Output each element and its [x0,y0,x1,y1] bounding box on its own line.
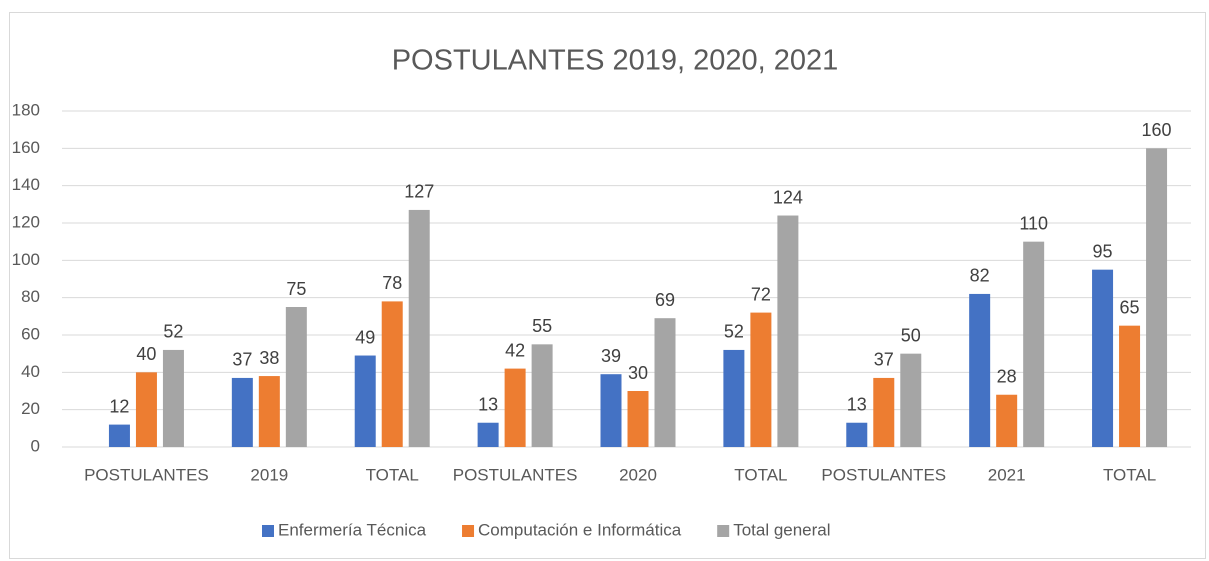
x-tick-label: TOTAL [1103,465,1156,484]
y-tick-label: 180 [12,100,40,119]
bar [408,209,430,447]
bar [531,344,553,447]
bar [750,312,772,447]
bar [900,353,922,447]
value-label: 72 [751,284,771,304]
x-tick-label: TOTAL [734,465,787,484]
value-label: 37 [232,350,252,370]
value-label: 49 [355,327,375,347]
bar [135,372,157,447]
y-tick-label: 60 [21,324,40,343]
chart-title: POSTULANTES 2019, 2020, 2021 [392,45,839,77]
value-label: 82 [970,266,990,286]
x-tick-label: TOTAL [366,465,419,484]
value-label: 12 [109,396,129,416]
value-label: 39 [601,346,621,366]
value-label: 52 [724,322,744,342]
y-tick-label: 160 [12,138,40,157]
x-tick-label: 2021 [988,465,1026,484]
value-label: 65 [1120,297,1140,317]
bar [600,374,622,447]
value-label: 69 [655,290,675,310]
value-label: 42 [505,340,525,360]
value-label: 13 [478,394,498,414]
y-tick-label: 120 [12,212,40,231]
legend-swatch [717,525,730,537]
y-tick-label: 20 [21,399,40,418]
bar [723,349,745,447]
bar [381,301,403,447]
bar [777,215,799,447]
bar [654,318,676,447]
value-label: 124 [773,187,803,207]
bar [969,293,991,447]
value-label: 40 [136,344,156,364]
x-tick-label: POSTULANTES [84,465,209,484]
value-label: 55 [532,316,552,336]
value-label: 110 [1019,213,1048,233]
y-tick-label: 0 [31,436,40,455]
y-tick-label: 140 [12,175,40,194]
value-label: 160 [1142,120,1172,140]
value-label: 28 [997,366,1017,386]
y-tick-label: 100 [12,250,40,269]
bar [504,368,526,447]
legend-swatch [262,525,274,537]
bar [873,377,895,447]
x-tick-label: 2019 [250,465,288,484]
bar [231,377,253,447]
value-label: 50 [901,325,921,345]
value-label: 37 [874,350,894,370]
value-label: 78 [382,273,402,293]
value-label: 30 [628,363,648,383]
bar [627,391,649,447]
bar [108,424,130,447]
value-label: 13 [847,394,867,414]
chart-border [9,12,1206,559]
bar [1146,148,1168,448]
y-tick-label: 40 [21,362,40,381]
legend-label: Enfermería Técnica [278,520,427,539]
bar [162,349,184,447]
bar [1119,325,1141,447]
bar [1092,269,1114,447]
bar [258,376,280,447]
x-tick-label: POSTULANTES [821,465,946,484]
bar [846,422,868,447]
value-label: 38 [259,348,279,368]
legend-label: Total general [733,520,830,539]
x-tick-label: 2020 [619,465,657,484]
value-label: 95 [1093,241,1113,261]
bar [354,355,376,447]
bar [996,394,1018,447]
x-tick-label: POSTULANTES [453,465,578,484]
y-tick-label: 80 [21,287,40,306]
value-label: 75 [286,279,306,299]
value-label: 52 [163,322,183,342]
legend-swatch [462,525,475,537]
bar [1023,241,1045,447]
legend-label: Computación e Informática [478,520,682,539]
bar [285,307,307,447]
value-label: 127 [404,182,434,202]
bar [477,422,499,447]
